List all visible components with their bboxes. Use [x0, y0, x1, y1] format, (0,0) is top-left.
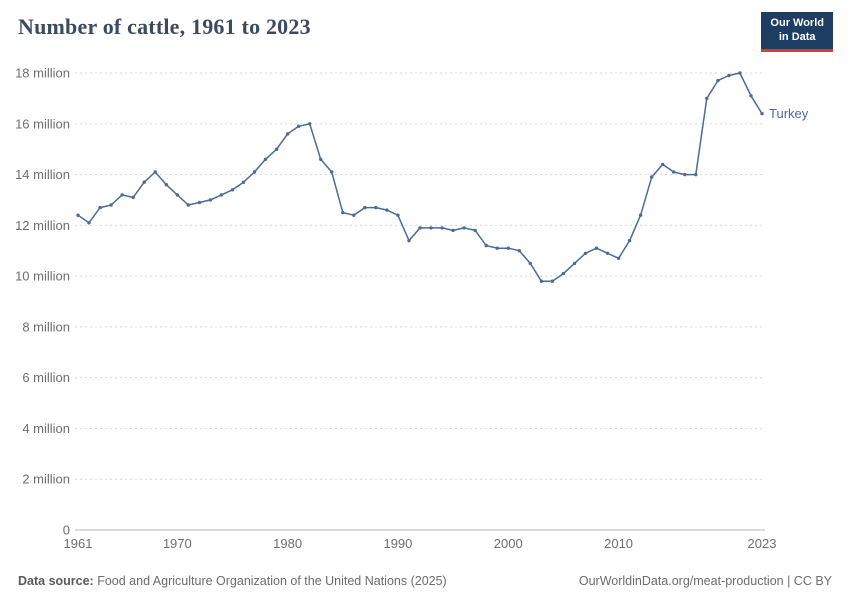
data-point[interactable] — [495, 246, 499, 250]
x-tick-label: 1980 — [273, 536, 302, 551]
y-tick-label: 2 million — [22, 472, 70, 487]
x-tick-label: 2010 — [604, 536, 633, 551]
data-point[interactable] — [175, 193, 179, 197]
data-point[interactable] — [550, 279, 555, 283]
y-tick-label: 8 million — [22, 319, 70, 334]
data-point[interactable] — [330, 170, 334, 174]
data-point[interactable] — [705, 96, 709, 101]
x-tick-label: 1990 — [383, 536, 412, 551]
y-tick-label: 12 million — [15, 218, 70, 233]
data-point[interactable] — [572, 261, 577, 266]
data-source-text: Food and Agriculture Organization of the… — [93, 574, 447, 588]
data-point[interactable] — [727, 73, 731, 78]
y-tick-label: 6 million — [22, 370, 70, 385]
data-point[interactable] — [109, 203, 113, 207]
data-point[interactable] — [583, 251, 588, 255]
chart-footer: Data source: Food and Agriculture Organi… — [18, 574, 832, 588]
data-point[interactable] — [616, 256, 621, 260]
data-point[interactable] — [484, 243, 488, 248]
data-source-label: Data source: — [18, 574, 94, 588]
y-tick-label: 4 million — [22, 421, 70, 436]
owid-logo-line2: in Data — [778, 31, 816, 44]
data-point[interactable] — [319, 157, 323, 161]
data-point[interactable] — [186, 203, 190, 207]
data-point[interactable] — [451, 228, 455, 233]
data-point[interactable] — [440, 226, 444, 230]
data-point[interactable] — [208, 198, 213, 202]
data-point[interactable] — [594, 246, 599, 250]
data-point[interactable] — [683, 172, 687, 177]
data-point[interactable] — [407, 238, 411, 243]
owid-logo[interactable]: Our World in Data — [761, 12, 833, 52]
x-tick-label: 1961 — [64, 536, 93, 551]
data-point[interactable] — [197, 200, 202, 205]
data-point[interactable] — [694, 172, 698, 177]
data-point[interactable] — [517, 249, 521, 253]
y-tick-label: 14 million — [15, 167, 70, 182]
series-line-turkey[interactable] — [77, 72, 763, 282]
series-end-label[interactable]: Turkey — [769, 106, 809, 121]
data-point[interactable] — [760, 111, 764, 116]
data-point[interactable] — [241, 180, 246, 184]
data-point[interactable] — [429, 226, 433, 230]
data-point[interactable] — [418, 226, 422, 230]
x-tick-label: 2023 — [748, 536, 777, 551]
data-point[interactable] — [605, 251, 610, 255]
y-tick-label: 16 million — [15, 116, 70, 131]
data-point[interactable] — [738, 71, 742, 75]
data-point[interactable] — [650, 175, 654, 179]
data-point[interactable] — [661, 162, 665, 167]
x-tick-label: 2000 — [494, 536, 523, 551]
data-point[interactable] — [296, 124, 301, 128]
data-point[interactable] — [120, 193, 124, 197]
data-point[interactable] — [396, 213, 400, 217]
chart-title: Number of cattle, 1961 to 2023 — [18, 14, 311, 39]
data-point[interactable] — [230, 188, 235, 192]
data-point[interactable] — [539, 279, 544, 283]
credit-link[interactable]: OurWorldinData.org/meat-production | CC … — [578, 574, 832, 588]
data-source: Data source: Food and Agriculture Organi… — [18, 574, 447, 588]
owid-logo-line1: Our World — [770, 17, 824, 29]
data-point[interactable] — [308, 122, 312, 126]
data-point[interactable] — [219, 193, 224, 197]
data-point[interactable] — [252, 170, 257, 174]
y-tick-label: 10 million — [15, 269, 70, 284]
data-point[interactable] — [638, 213, 643, 217]
data-point[interactable] — [528, 261, 532, 266]
x-tick-label: 1970 — [163, 536, 192, 551]
data-point[interactable] — [142, 180, 146, 184]
y-tick-label: 0 — [63, 523, 70, 538]
data-point[interactable] — [263, 157, 268, 161]
data-point[interactable] — [352, 213, 356, 217]
data-point[interactable] — [506, 246, 510, 250]
data-point[interactable] — [672, 170, 676, 174]
data-point[interactable] — [374, 205, 378, 210]
data-point[interactable] — [274, 147, 279, 151]
data-point[interactable] — [285, 132, 290, 136]
data-point[interactable] — [98, 205, 102, 210]
data-point[interactable] — [76, 213, 80, 217]
data-point[interactable] — [164, 183, 168, 187]
data-point[interactable] — [462, 226, 466, 230]
data-point[interactable] — [363, 205, 367, 210]
data-point[interactable] — [561, 271, 566, 276]
data-point[interactable] — [627, 238, 632, 243]
y-tick-label: 18 million — [15, 66, 70, 81]
data-point[interactable] — [385, 208, 389, 212]
data-point[interactable] — [716, 78, 720, 83]
data-point[interactable] — [341, 210, 345, 215]
data-point[interactable] — [749, 94, 753, 98]
data-point[interactable] — [87, 221, 91, 225]
data-point[interactable] — [131, 195, 135, 200]
data-point[interactable] — [153, 170, 157, 174]
data-point[interactable] — [473, 228, 477, 233]
